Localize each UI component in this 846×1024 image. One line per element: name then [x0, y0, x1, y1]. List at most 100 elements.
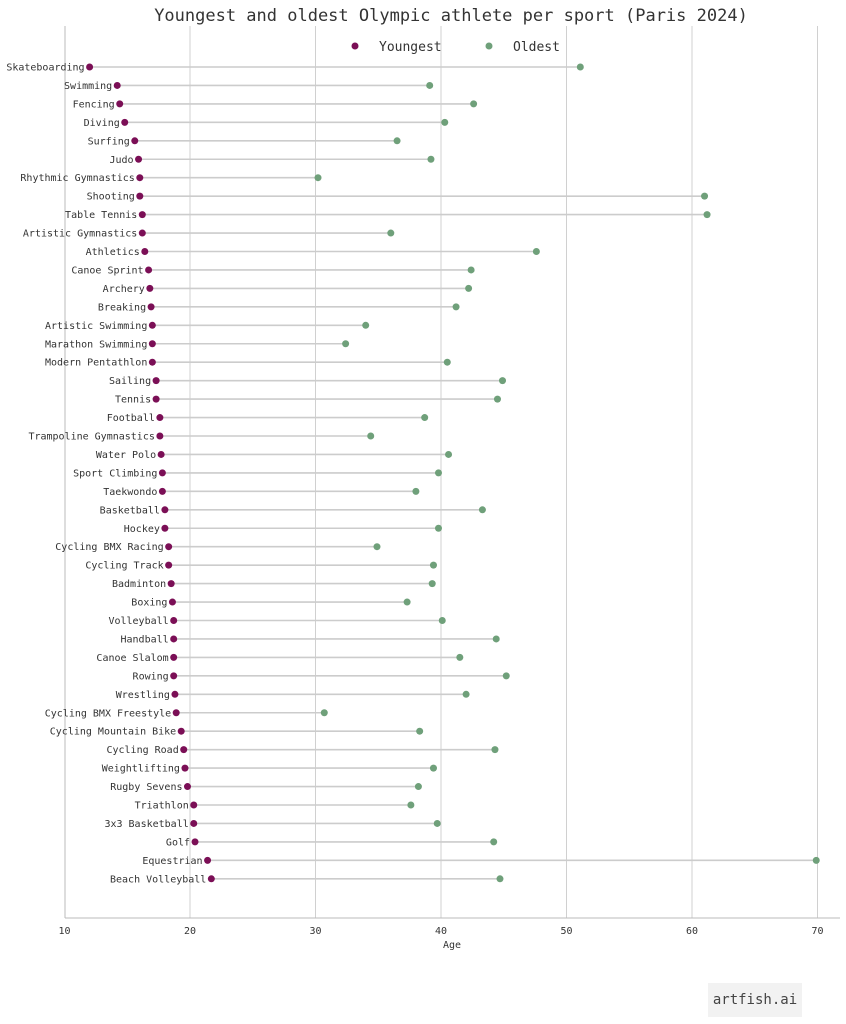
point-oldest [427, 155, 435, 163]
data-points [86, 63, 820, 883]
point-oldest [403, 598, 411, 606]
point-oldest [443, 358, 451, 366]
point-oldest [387, 229, 395, 237]
legend: Youngest Oldest [351, 40, 560, 55]
point-youngest [141, 248, 149, 255]
point-youngest [131, 137, 139, 145]
point-youngest [190, 801, 198, 809]
point-oldest [393, 137, 401, 145]
category-label: Wrestling [116, 690, 170, 701]
x-tick-label: 70 [811, 926, 823, 937]
point-oldest [532, 248, 540, 255]
point-oldest [438, 617, 446, 624]
point-youngest [145, 266, 153, 274]
point-youngest [113, 81, 121, 89]
point-youngest [191, 838, 199, 846]
point-oldest [433, 819, 441, 827]
category-label: Taekwondo [103, 487, 157, 498]
point-youngest [136, 174, 144, 182]
point-oldest [470, 100, 478, 108]
point-oldest [362, 321, 370, 329]
point-youngest [136, 192, 144, 200]
category-label: Artistic Swimming [45, 321, 147, 332]
x-tick-label: 10 [58, 926, 70, 937]
point-youngest [172, 709, 180, 717]
category-label: Skateboarding [6, 63, 84, 74]
category-label: Cycling Mountain Bike [50, 727, 176, 738]
point-youngest [161, 524, 169, 532]
point-youngest [138, 211, 146, 219]
point-oldest [367, 432, 375, 440]
point-youngest [121, 118, 129, 126]
point-youngest [170, 653, 178, 661]
point-youngest [157, 450, 165, 458]
point-youngest [86, 63, 94, 71]
point-oldest [414, 783, 422, 791]
category-label: Hockey [124, 524, 160, 535]
category-label: Weightlifting [102, 764, 180, 775]
point-oldest [701, 192, 709, 200]
point-youngest [148, 358, 156, 366]
category-label: Marathon Swimming [45, 339, 147, 350]
x-axis-label: Age [443, 940, 461, 951]
category-label: Cycling BMX Racing [55, 542, 163, 553]
point-oldest [812, 856, 820, 864]
category-label: Basketball [100, 505, 160, 516]
point-oldest [426, 81, 434, 89]
category-label: Fencing [73, 99, 115, 110]
point-oldest [496, 875, 504, 883]
point-youngest [156, 414, 164, 422]
category-label: Football [107, 413, 155, 424]
x-tick-label: 50 [560, 926, 572, 937]
category-label: Trampoline Gymnastics [28, 432, 154, 443]
point-oldest [502, 672, 510, 680]
category-label: Modern Pentathlon [45, 358, 147, 369]
point-youngest [170, 635, 178, 643]
point-youngest [171, 690, 179, 698]
point-oldest [491, 746, 499, 754]
connector-lines [89, 66, 817, 880]
legend-marker-oldest [485, 42, 493, 50]
point-oldest [576, 63, 584, 71]
point-youngest [148, 321, 156, 329]
category-label: Surfing [88, 136, 130, 147]
category-label: Badminton [112, 579, 166, 590]
category-label: Equestrian [142, 856, 202, 867]
point-youngest [135, 155, 143, 163]
point-oldest [434, 469, 442, 477]
category-label: Shooting [87, 192, 135, 203]
point-oldest [445, 450, 453, 458]
point-youngest [207, 875, 215, 883]
point-oldest [478, 506, 486, 514]
category-label: Table Tennis [65, 210, 137, 221]
category-label: Rowing [133, 671, 169, 682]
watermark-badge: artfish.ai [708, 983, 802, 1017]
chart-title: Youngest and oldest Olympic athlete per … [154, 6, 748, 26]
legend-label-oldest: Oldest [513, 40, 560, 55]
x-tick-label: 60 [686, 926, 698, 937]
category-label: Golf [166, 837, 190, 848]
point-youngest [158, 487, 166, 495]
category-label: Cycling BMX Freestyle [45, 708, 171, 719]
point-oldest [429, 561, 437, 569]
legend-marker-youngest [351, 42, 359, 50]
point-youngest [177, 727, 185, 735]
category-label: Water Polo [96, 450, 156, 461]
category-labels: Skateboarding Swimming Fencing Diving Surfin… [6, 63, 206, 886]
category-label: Canoe Slalom [96, 653, 168, 664]
category-label: Triathlon [135, 801, 189, 812]
point-youngest [170, 672, 178, 680]
category-label: Rugby Sevens [110, 782, 182, 793]
x-tick-label: 30 [309, 926, 321, 937]
point-youngest [161, 506, 169, 514]
category-label: Handball [121, 634, 169, 645]
category-label: Tennis [115, 395, 151, 406]
point-youngest [180, 746, 188, 754]
x-tick-label: 20 [184, 926, 196, 937]
point-youngest [170, 617, 178, 624]
point-oldest [452, 303, 460, 311]
category-label: Athletics [86, 247, 140, 258]
point-youngest [152, 395, 160, 403]
category-label: Cycling Road [106, 745, 178, 756]
point-oldest [407, 801, 415, 809]
